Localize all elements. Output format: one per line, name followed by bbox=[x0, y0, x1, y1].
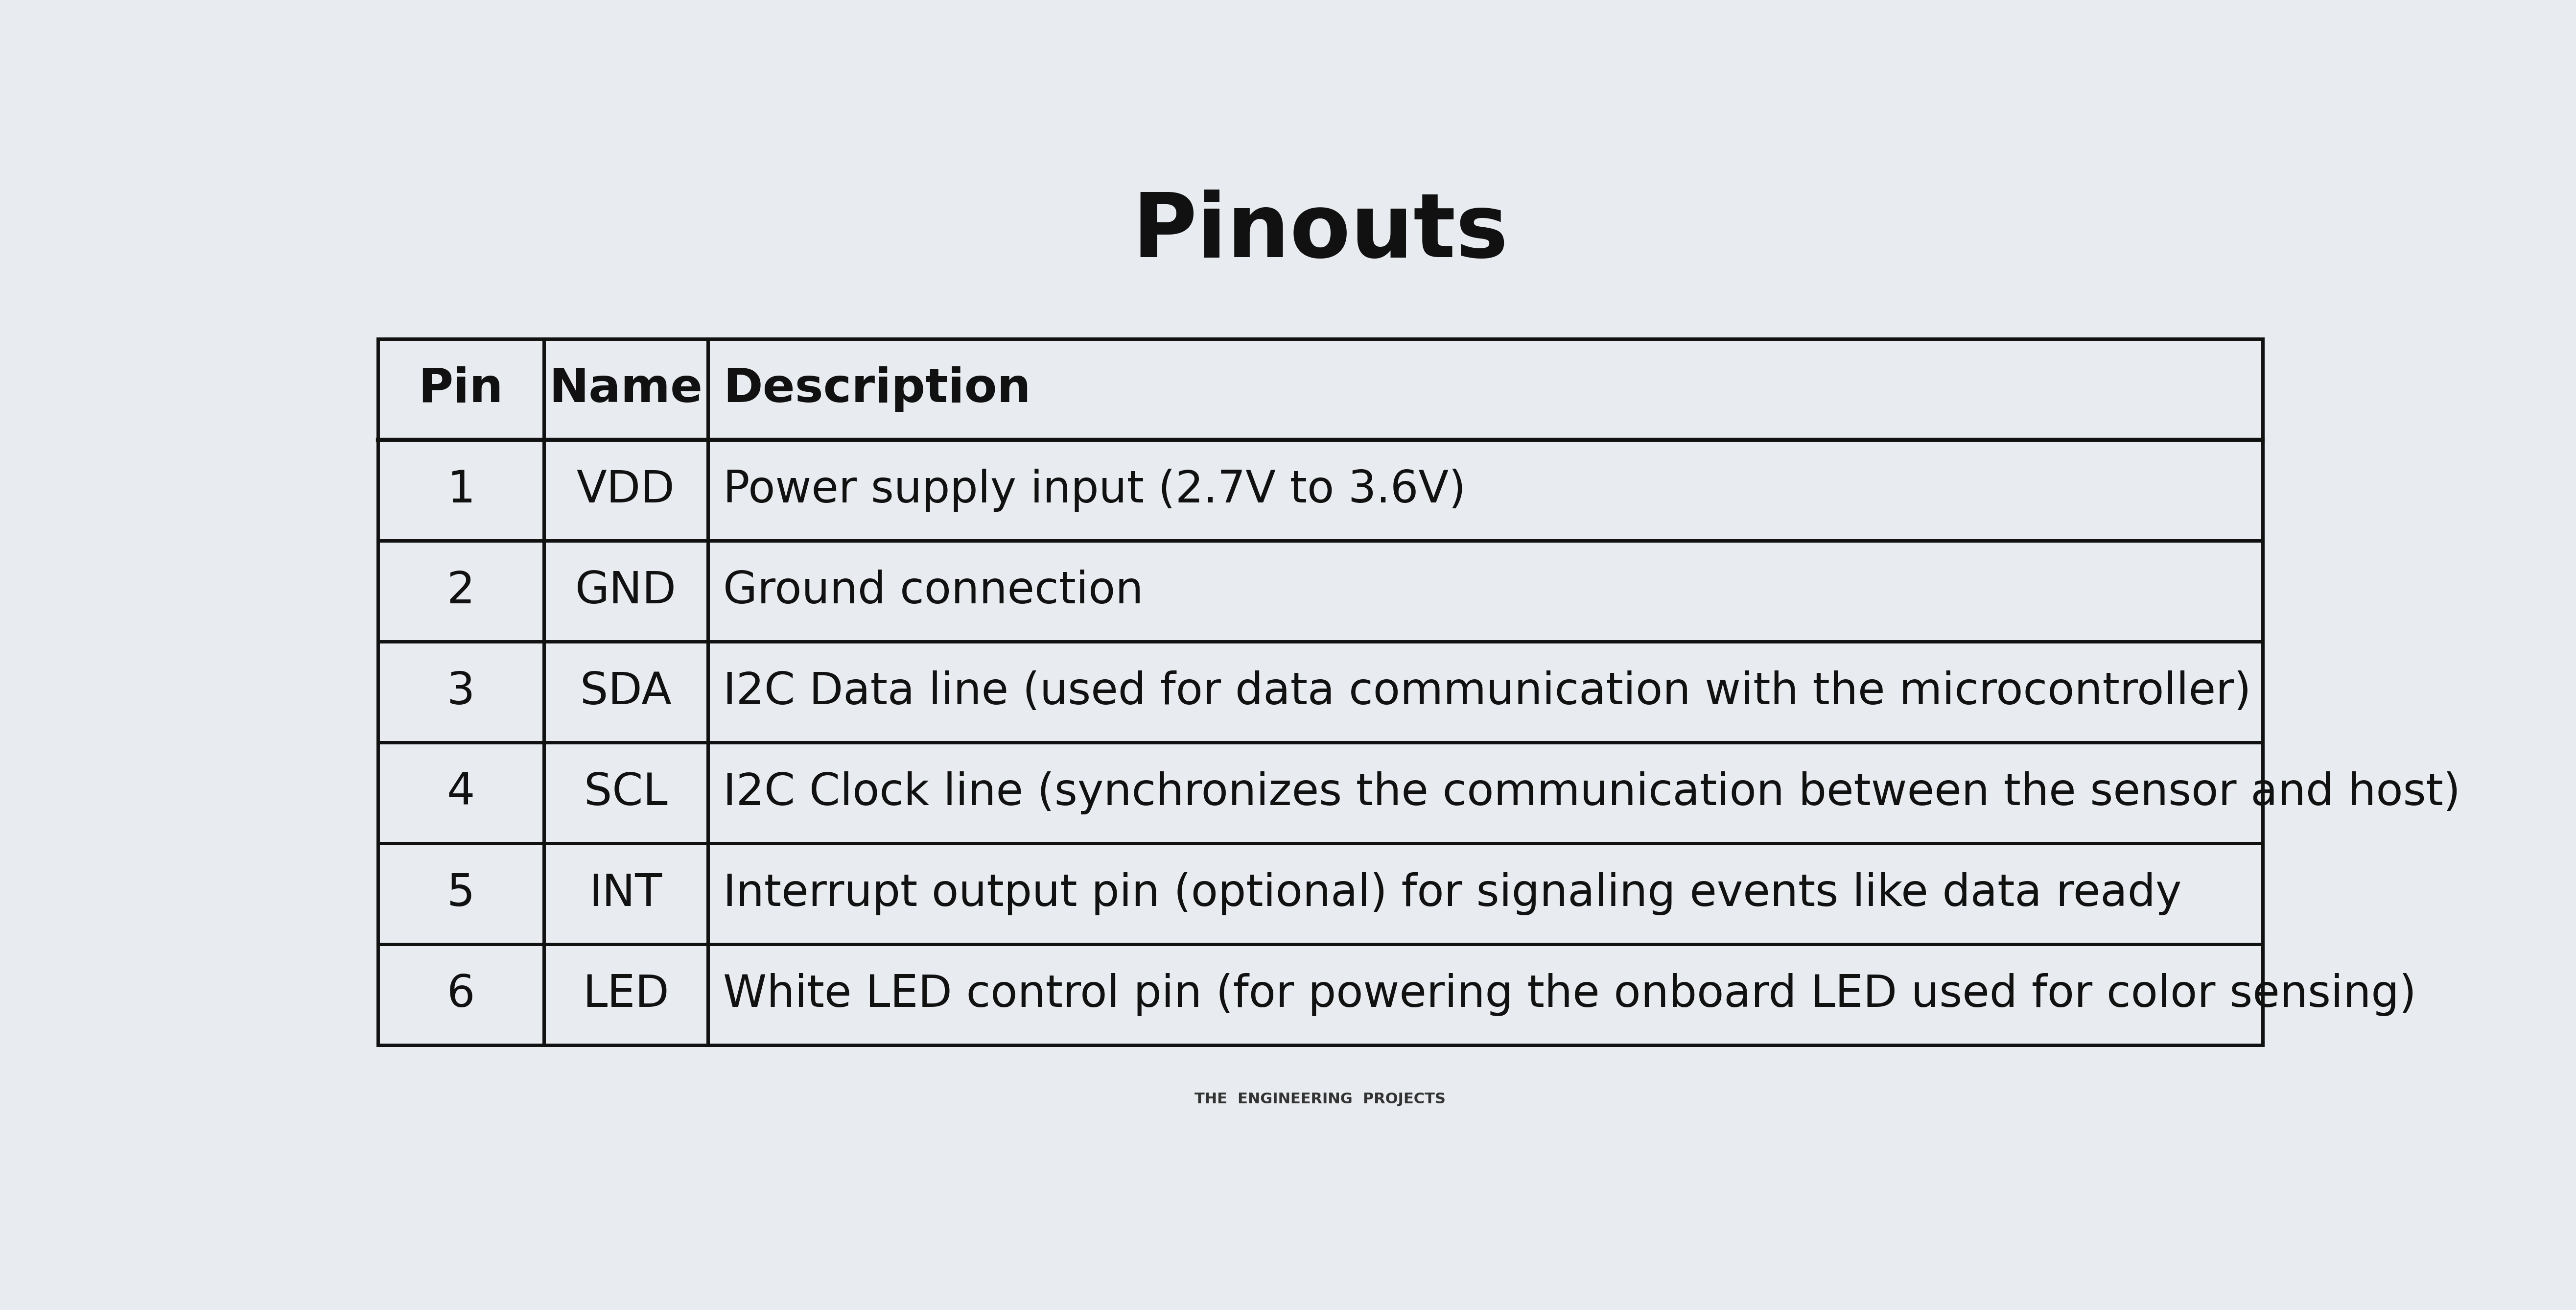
Text: I2C Data line (used for data communication with the microcontroller): I2C Data line (used for data communicati… bbox=[724, 671, 2251, 714]
Bar bbox=[379, 339, 2262, 1045]
Text: 6: 6 bbox=[446, 973, 474, 1017]
Text: SCL: SCL bbox=[585, 772, 667, 815]
Text: 4: 4 bbox=[446, 772, 474, 815]
Text: Pin: Pin bbox=[417, 367, 502, 411]
Text: LED: LED bbox=[582, 973, 670, 1017]
Text: Description: Description bbox=[724, 367, 1030, 411]
Text: 5: 5 bbox=[446, 872, 474, 916]
Text: THE  ENGINEERING  PROJECTS: THE ENGINEERING PROJECTS bbox=[1195, 1093, 1445, 1107]
Text: VDD: VDD bbox=[577, 469, 675, 512]
Text: INT: INT bbox=[590, 872, 662, 916]
Text: Ground connection: Ground connection bbox=[724, 570, 1144, 613]
Text: Pinouts: Pinouts bbox=[1131, 190, 1510, 276]
Text: Power supply input (2.7V to 3.6V): Power supply input (2.7V to 3.6V) bbox=[724, 469, 1466, 512]
Text: White LED control pin (for powering the onboard LED used for color sensing): White LED control pin (for powering the … bbox=[724, 973, 2416, 1017]
Text: 2: 2 bbox=[446, 570, 474, 613]
Text: SDA: SDA bbox=[580, 671, 672, 714]
Text: 3: 3 bbox=[446, 671, 474, 714]
Text: GND: GND bbox=[574, 570, 677, 613]
Text: 1: 1 bbox=[446, 469, 474, 512]
Text: Interrupt output pin (optional) for signaling events like data ready: Interrupt output pin (optional) for sign… bbox=[724, 872, 2182, 916]
Text: I2C Clock line (synchronizes the communication between the sensor and host): I2C Clock line (synchronizes the communi… bbox=[724, 772, 2460, 815]
Text: Name: Name bbox=[549, 367, 703, 411]
